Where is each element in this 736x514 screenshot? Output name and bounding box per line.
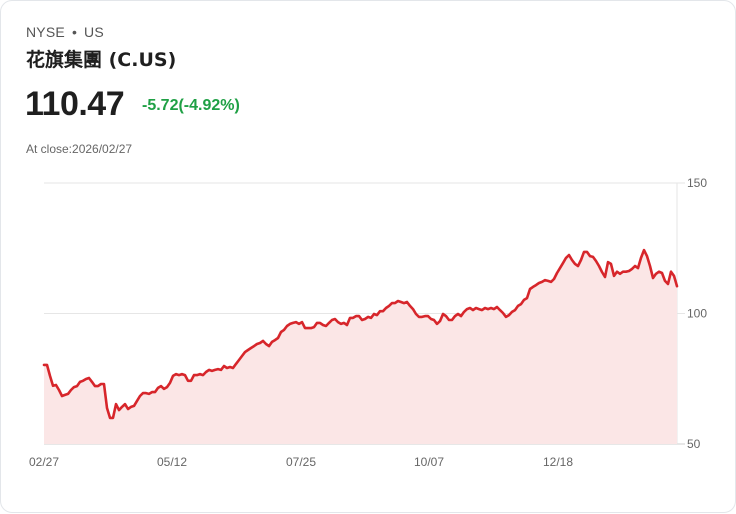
price-change: -5.72(-4.92%) (142, 97, 240, 114)
x-tick-label: 10/07 (414, 455, 444, 469)
price-line (42, 248, 679, 420)
exchange-name: NYSE (26, 24, 65, 40)
separator-dot: • (71, 24, 78, 40)
x-tick-label: 07/25 (286, 455, 316, 469)
x-axis: 02/27 05/12 07/25 10/07 12/18 (29, 455, 573, 469)
y-tick-label: 150 (687, 176, 707, 190)
close-date: At close:2026/02/27 (26, 142, 133, 156)
x-tick-label: 02/27 (29, 455, 59, 469)
stock-title: 花旗集團 (C.US) (26, 49, 177, 71)
y-tick-label: 100 (687, 307, 707, 321)
y-axis: 150 100 50 (687, 176, 707, 451)
market-name: US (84, 24, 104, 40)
y-tick-label: 50 (687, 437, 701, 451)
price-area-fill (44, 250, 677, 444)
x-tick-label: 05/12 (157, 455, 187, 469)
current-price: 110.47 (25, 85, 125, 123)
x-tick-label: 12/18 (543, 455, 573, 469)
exchange-line: NYSE • US (26, 24, 104, 40)
